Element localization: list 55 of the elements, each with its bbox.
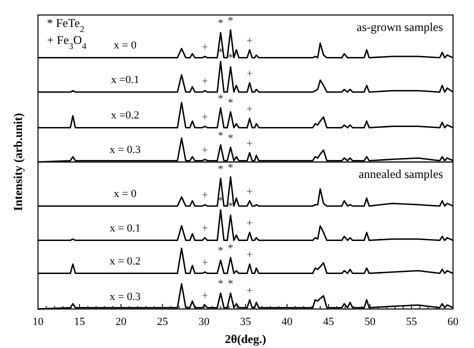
annotation: + [202,41,208,54]
annotation: * FeTe$_{2}$ [47,16,84,34]
series-label: x = 0.2 [110,255,141,268]
annotation: * [228,52,234,64]
annotation: annealed samples [358,167,444,181]
annotation: * [218,130,224,142]
annotation: * [218,18,224,30]
annotation: * [228,242,234,255]
annotation: * [218,163,224,176]
annotation: * [228,15,234,27]
annotation: + [246,103,253,116]
series-label: x = 0.3 [110,291,142,303]
annotation: + [202,76,208,88]
annotation: + [202,144,208,156]
annotation: * [218,92,224,105]
annotation: + [246,284,253,297]
x-tick-label: 40 [282,316,293,328]
annotation: + [246,138,253,150]
annotation: + Fe$_{3}$O$_{4}$ [47,33,87,51]
x-tick-label: 45 [323,316,334,328]
x-tick-label: 10 [32,316,44,328]
x-tick-label: 15 [74,316,86,328]
series-label: x =0.2 [111,110,140,122]
series-label: x = 0 [114,40,137,52]
annotation: as-grown samples [356,20,444,34]
annotation: + [202,290,208,302]
annotation: * [218,278,224,290]
annotation: + [246,249,253,262]
series-label: x =0.1 [111,74,140,86]
x-tick-label: 30 [198,316,210,328]
annotation: + [202,222,208,235]
annotation: * [228,132,234,144]
annotation: + [246,68,253,80]
x-tick-label: 60 [448,316,459,328]
annotation: + [202,257,208,270]
x-axis-title: 2θ(deg.) [224,332,266,346]
x-tick-label: 25 [157,316,168,328]
series-label: x = 0.1 [110,222,141,234]
annotation: * [228,200,234,212]
annotation: * [228,162,234,174]
series-label: x = 0.3 [110,144,142,156]
x-tick-label: 35 [240,316,252,328]
annotation: + [246,217,253,230]
annotation: * [228,96,234,109]
x-tick-label: 50 [364,316,376,328]
annotation: * [218,245,224,258]
series-label: x = 0 [114,188,137,200]
annotation: + [246,186,253,198]
y-axis-title: Intensity (arb.unit) [11,112,25,212]
x-tick-label: 55 [406,316,418,328]
annotation: + [202,111,208,124]
annotation: + [246,34,253,47]
x-tick-label: 20 [116,316,127,328]
annotation: + [202,190,208,202]
annotation: * [228,278,234,290]
